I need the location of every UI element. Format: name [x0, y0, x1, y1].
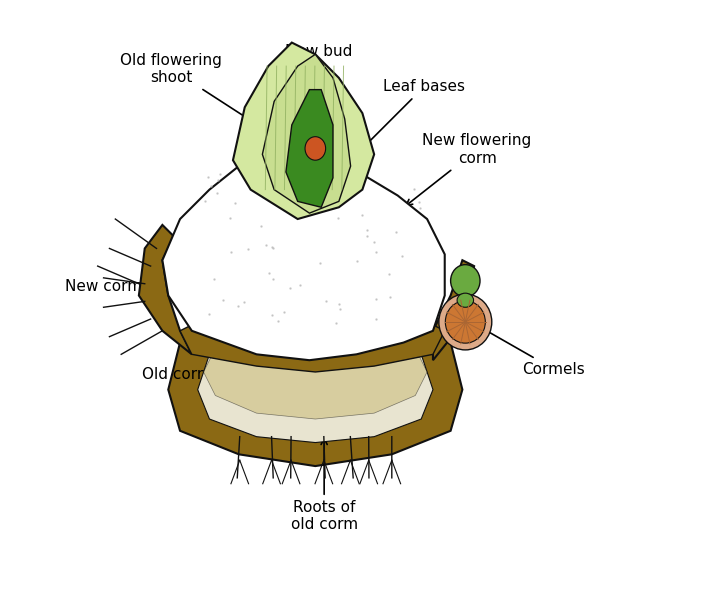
Text: Old flowering
shoot: Old flowering shoot [120, 53, 267, 131]
Polygon shape [168, 307, 462, 466]
Text: New bud: New bud [284, 44, 352, 115]
Text: Leaf bases: Leaf bases [363, 79, 465, 148]
Text: Cormels: Cormels [476, 324, 585, 376]
Text: New corm: New corm [65, 279, 184, 294]
Polygon shape [233, 43, 374, 219]
Ellipse shape [451, 265, 480, 297]
Polygon shape [180, 325, 445, 372]
Polygon shape [163, 154, 445, 360]
Polygon shape [262, 54, 351, 213]
Polygon shape [139, 225, 192, 355]
Polygon shape [198, 331, 433, 443]
Text: Old corm: Old corm [142, 346, 261, 382]
Text: Roots of
old corm: Roots of old corm [291, 439, 358, 532]
Ellipse shape [438, 294, 492, 350]
Polygon shape [286, 90, 333, 207]
Text: New flowering
corm: New flowering corm [406, 134, 532, 206]
Ellipse shape [305, 137, 326, 160]
Ellipse shape [457, 293, 473, 307]
Polygon shape [204, 331, 427, 419]
Ellipse shape [446, 301, 486, 343]
Polygon shape [433, 260, 474, 360]
